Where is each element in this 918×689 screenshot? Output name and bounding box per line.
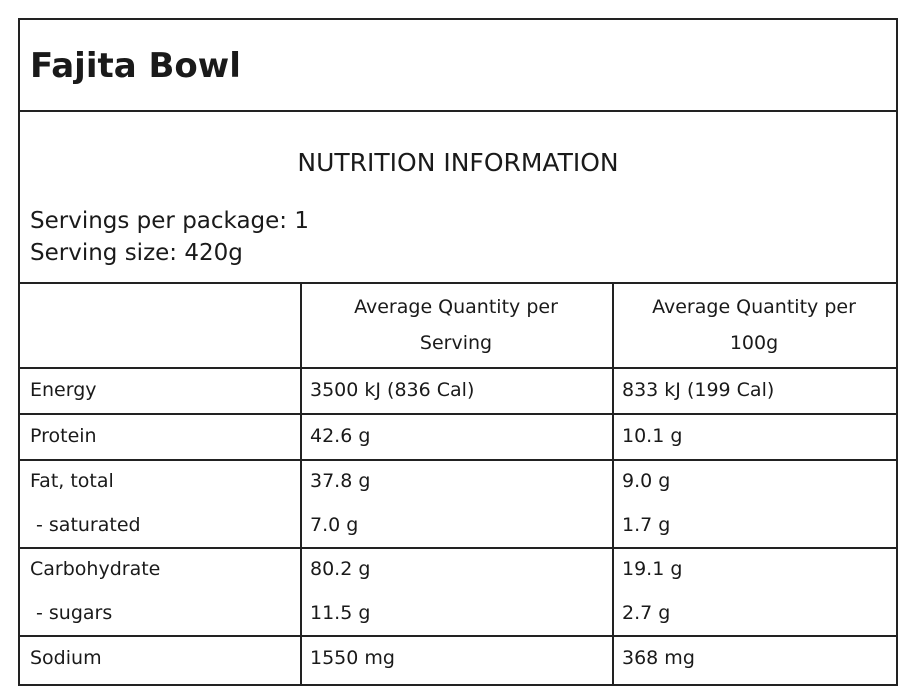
row-line bbox=[20, 367, 896, 369]
nutrient-label: Carbohydrate bbox=[30, 558, 161, 580]
nutrient-value: 80.2 g bbox=[310, 558, 371, 580]
nutrient-value: 19.1 g bbox=[622, 558, 683, 580]
nutrient-value: 1.7 g bbox=[622, 514, 671, 536]
title: Fajita Bowl bbox=[30, 46, 241, 86]
nutrient-value: 2.7 g bbox=[622, 602, 671, 624]
nutrition-card: Fajita Bowl NUTRITION INFORMATION Servin… bbox=[18, 18, 898, 686]
nutrient-label: - sugars bbox=[36, 602, 113, 624]
nutrient-value: 37.8 g bbox=[310, 470, 371, 492]
nutrient-value: 7.0 g bbox=[310, 514, 359, 536]
nutrient-value: 9.0 g bbox=[622, 470, 671, 492]
nutrient-value: 368 mg bbox=[622, 647, 695, 669]
nutrient-value: 10.1 g bbox=[622, 425, 683, 447]
row-line bbox=[20, 547, 896, 549]
nutrient-value: 3500 kJ (836 Cal) bbox=[310, 379, 475, 401]
nutrient-label: Fat, total bbox=[30, 470, 114, 492]
nutrient-value: 833 kJ (199 Cal) bbox=[622, 379, 775, 401]
nutrient-label: Energy bbox=[30, 379, 97, 401]
nutrient-label: - saturated bbox=[36, 514, 141, 536]
nutrient-value: 42.6 g bbox=[310, 425, 371, 447]
column-header bbox=[20, 282, 300, 367]
divider bbox=[20, 110, 896, 112]
row-line bbox=[20, 413, 896, 415]
serving-size: Serving size: 420g bbox=[30, 240, 243, 266]
column-header: Average Quantity per 100g bbox=[652, 295, 856, 354]
column-header: Average Quantity per Serving bbox=[354, 295, 558, 354]
nutrient-label: Protein bbox=[30, 425, 97, 447]
table-top bbox=[20, 282, 896, 284]
nutrient-value: 11.5 g bbox=[310, 602, 371, 624]
column-line bbox=[300, 282, 302, 684]
nutrient-value: 1550 mg bbox=[310, 647, 395, 669]
heading: NUTRITION INFORMATION bbox=[297, 148, 619, 177]
row-line bbox=[20, 635, 896, 637]
column-line bbox=[612, 282, 614, 684]
nutrient-label: Sodium bbox=[30, 647, 102, 669]
row-line bbox=[20, 459, 896, 461]
servings-per-package: Servings per package: 1 bbox=[30, 208, 309, 234]
